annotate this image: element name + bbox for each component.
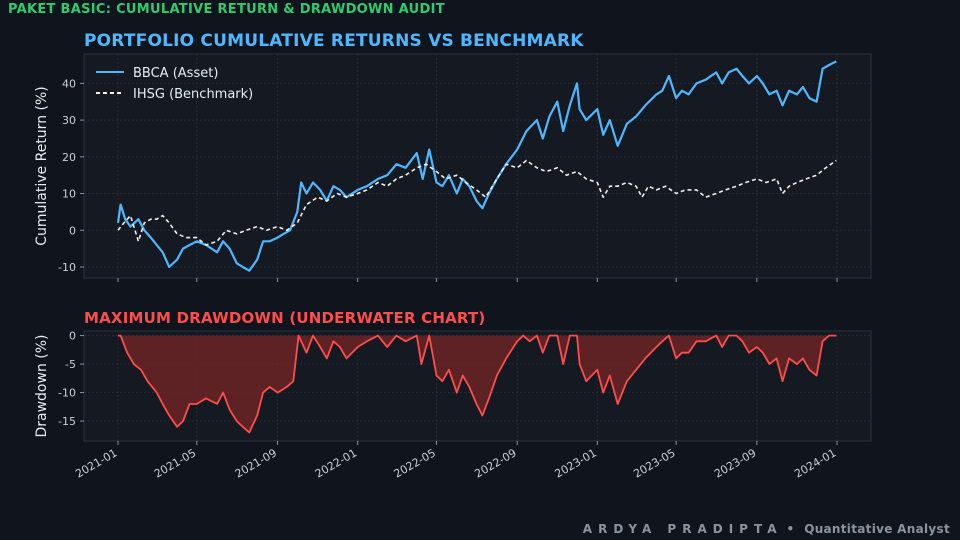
- footer-credit: ARDYA PRADIPTA • Quantitative Analyst: [583, 522, 950, 536]
- plot-area: [83, 53, 872, 279]
- footer-separator: •: [786, 522, 795, 536]
- x-tick-label: 2021-05: [152, 446, 198, 480]
- drawdown-chart-title: MAXIMUM DRAWDOWN (UNDERWATER CHART): [84, 309, 486, 327]
- x-tick-label: 2021-09: [233, 446, 279, 480]
- author-name: ARDYA PRADIPTA: [582, 522, 783, 536]
- y-axis-label: Drawdown (%): [34, 334, 50, 437]
- drawdown-line: [118, 334, 837, 434]
- legend-label-asset: BBCA (Asset): [133, 66, 218, 81]
- author-role: Quantitative Analyst: [804, 522, 950, 536]
- drawdown-chart: -15 -10 -5 0 Drawdown (%) 2021-01 2021-05 2021-…: [34, 330, 872, 481]
- legend: BBCA (Asset) IHSG (Benchmark): [96, 66, 253, 102]
- x-tick-label: 2021-01: [73, 446, 119, 480]
- x-tick-label: 2022-05: [392, 446, 438, 480]
- x-tick-label: 2023-09: [712, 446, 758, 480]
- y-tick-label: -5: [65, 358, 76, 371]
- x-tick-label: 2022-09: [472, 446, 518, 480]
- y-tick-label: 40: [62, 77, 76, 90]
- x-tick-label: 2023-05: [631, 446, 677, 480]
- x-tick-label: 2022-01: [313, 446, 359, 480]
- y-tick-label: 10: [62, 188, 76, 201]
- y-tick-label: 30: [62, 114, 76, 127]
- y-tick-label: -10: [58, 261, 76, 274]
- figure-suptitle: PAKET BASIC: CUMULATIVE RETURN & DRAWDOW…: [8, 2, 445, 17]
- returns-chart: -10 0 10 20 30 40 Cumulative Return (%) BBCA (A…: [34, 53, 872, 282]
- y-tick-label: -10: [58, 387, 76, 400]
- drawdown-area: [118, 335, 837, 433]
- y-tick-label: -15: [58, 415, 76, 428]
- asset-series-line: [116, 60, 837, 272]
- legend-label-benchmark: IHSG (Benchmark): [133, 87, 253, 102]
- x-tick-label: 2024-01: [792, 446, 838, 480]
- y-axis-label: Cumulative Return (%): [34, 86, 50, 246]
- y-tick-label: 20: [62, 151, 76, 164]
- y-tick-label: 0: [69, 330, 76, 343]
- returns-chart-title: PORTFOLIO CUMULATIVE RETURNS VS BENCHMAR…: [84, 31, 584, 51]
- benchmark-series-line: [117, 159, 837, 246]
- y-tick-label: 0: [69, 224, 76, 237]
- x-tick-label: 2023-01: [553, 446, 599, 480]
